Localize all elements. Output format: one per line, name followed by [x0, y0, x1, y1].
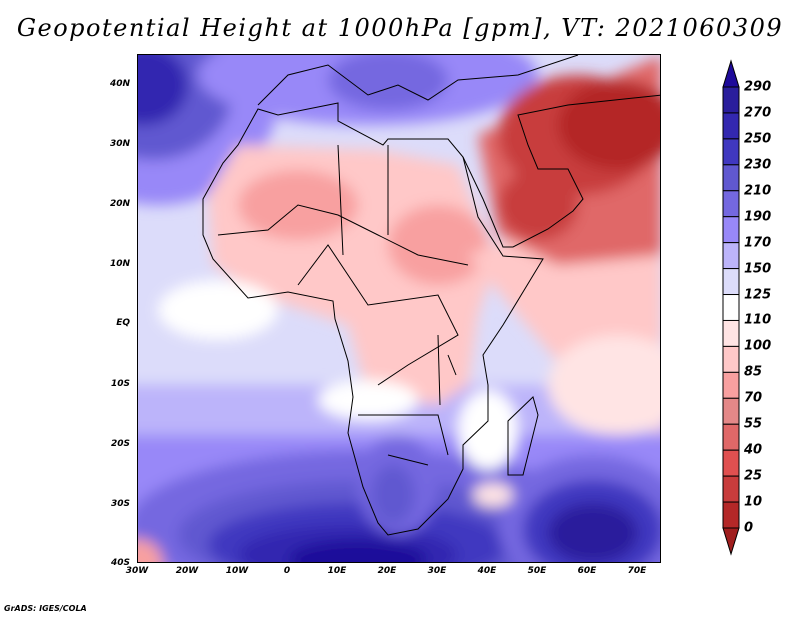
colorbar-bin: [722, 319, 740, 347]
colorbar-label: 40: [744, 442, 763, 458]
colorbar-bin: [722, 138, 740, 166]
colorbar-bin: [722, 164, 740, 192]
colorbar-label: 210: [744, 183, 772, 199]
colorbar-label: 85: [744, 364, 763, 380]
colorbar-label: 25: [744, 468, 763, 484]
colorbar-bin: [722, 268, 740, 296]
colorbar: [722, 59, 740, 556]
lat-label: EQ: [116, 318, 130, 328]
footer-credit: GrADS: IGES/COLA: [4, 604, 87, 613]
lon-label: 50E: [527, 566, 547, 576]
colorbar-label: 125: [744, 287, 772, 303]
colorbar-label: 190: [744, 209, 772, 225]
colorbar-bin: [722, 371, 740, 399]
lon-label: 30W: [125, 566, 149, 576]
colorbar-label: 70: [744, 390, 763, 406]
colorbar-bottom-arrow: [722, 527, 740, 556]
colorbar-bin: [722, 294, 740, 321]
colorbar-bin: [722, 397, 740, 425]
colorbar-bin: [722, 190, 740, 218]
contour-field: [138, 55, 660, 562]
lat-label: 20N: [109, 199, 130, 209]
colorbar-label: 110: [744, 312, 772, 328]
colorbar-label: 170: [744, 235, 772, 251]
lon-label: 40E: [477, 566, 497, 576]
colorbar-bin: [722, 112, 740, 140]
colorbar-label: 150: [744, 261, 772, 277]
coastlines: [202, 55, 660, 536]
colorbar-label: 270: [744, 105, 772, 121]
lat-label: 10S: [110, 379, 130, 389]
colorbar-label: 55: [744, 416, 763, 432]
colorbar-bin: [722, 345, 740, 373]
colorbar-top-arrow: [722, 59, 740, 88]
lat-label: 10N: [109, 259, 130, 269]
lat-label: 20S: [110, 439, 130, 449]
geopotential-map: [137, 54, 661, 563]
lon-label: 60E: [577, 566, 597, 576]
colorbar-bin: [722, 86, 740, 114]
colorbar-bin: [722, 475, 740, 503]
lat-label: 40S: [110, 558, 130, 568]
colorbar-bin: [722, 501, 740, 529]
colorbar-label: 290: [744, 79, 772, 95]
lon-label: 20W: [175, 566, 199, 576]
lat-label: 40N: [109, 79, 130, 89]
colorbar-label: 10: [744, 494, 763, 510]
colorbar-label: 0: [744, 520, 754, 536]
colorbar-bin: [722, 216, 740, 244]
lon-label: 10E: [327, 566, 347, 576]
map-title: Geopotential Height at 1000hPa [gpm], VT…: [16, 14, 784, 42]
colorbar-bin: [722, 449, 740, 477]
lon-label: 10W: [225, 566, 249, 576]
colorbar-label: 100: [744, 338, 772, 354]
lat-label: 30S: [110, 499, 130, 509]
colorbar-bin: [722, 423, 740, 451]
colorbar-bin: [722, 242, 740, 270]
colorbar-label: 230: [744, 157, 772, 173]
lon-label: 30E: [427, 566, 447, 576]
lon-label: 0: [283, 566, 291, 576]
lon-label: 20E: [377, 566, 397, 576]
colorbar-label: 250: [744, 131, 772, 147]
lat-label: 30N: [109, 139, 130, 149]
lon-label: 70E: [627, 566, 647, 576]
